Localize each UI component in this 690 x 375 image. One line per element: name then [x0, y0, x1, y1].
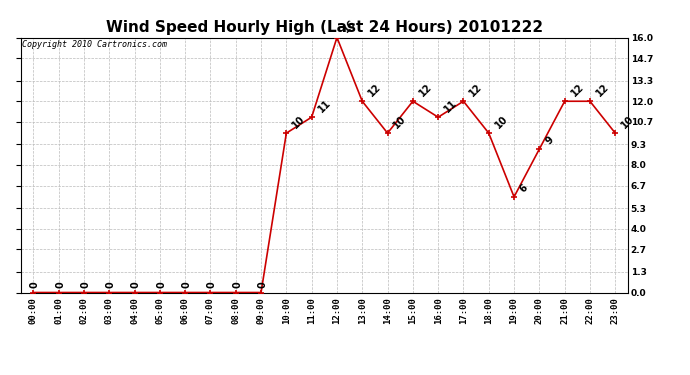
- Text: 16: 16: [341, 18, 357, 35]
- Text: 0: 0: [156, 282, 166, 288]
- Text: 0: 0: [181, 282, 192, 288]
- Text: 6: 6: [518, 182, 530, 194]
- Text: 10: 10: [392, 114, 408, 130]
- Text: 12: 12: [468, 82, 484, 99]
- Text: 10: 10: [290, 114, 307, 130]
- Text: 0: 0: [106, 282, 116, 288]
- Text: 12: 12: [417, 82, 433, 99]
- Text: 9: 9: [544, 135, 555, 146]
- Text: 12: 12: [569, 82, 585, 99]
- Text: 0: 0: [80, 282, 90, 288]
- Text: Copyright 2010 Cartronics.com: Copyright 2010 Cartronics.com: [22, 40, 167, 49]
- Text: 10: 10: [493, 114, 509, 130]
- Text: 10: 10: [620, 114, 636, 130]
- Text: 11: 11: [316, 98, 333, 114]
- Text: 0: 0: [232, 282, 242, 288]
- Text: 0: 0: [30, 282, 40, 288]
- Text: 0: 0: [257, 282, 268, 288]
- Text: 0: 0: [131, 282, 141, 288]
- Text: 11: 11: [442, 98, 459, 114]
- Title: Wind Speed Hourly High (Last 24 Hours) 20101222: Wind Speed Hourly High (Last 24 Hours) 2…: [106, 20, 543, 35]
- Text: 12: 12: [366, 82, 383, 99]
- Text: 0: 0: [55, 282, 65, 288]
- Text: 12: 12: [594, 82, 611, 99]
- Text: 0: 0: [207, 282, 217, 288]
